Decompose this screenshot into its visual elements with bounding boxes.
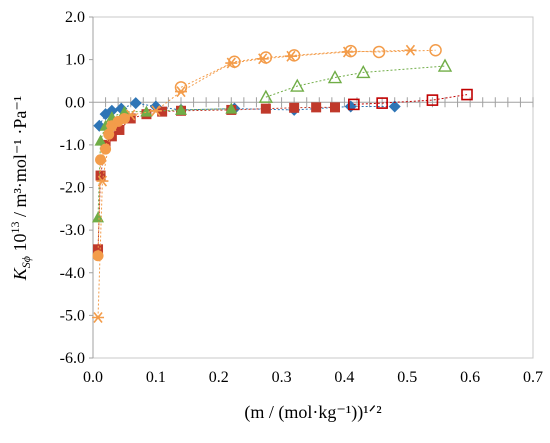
series-layer	[92, 43, 473, 324]
data-point	[285, 50, 297, 62]
plot-area-frame	[92, 16, 534, 359]
series-trendline	[97, 49, 411, 318]
x-axis-label: (m / (mol·kg⁻¹))¹ᐟ²	[244, 402, 381, 423]
data-point	[92, 211, 105, 223]
data-point	[426, 94, 439, 106]
y-tick-label: -6.0	[60, 350, 85, 367]
y-tick-label: -4.0	[60, 265, 85, 282]
data-point	[429, 43, 442, 57]
series-trendline	[97, 106, 335, 250]
data-point	[260, 103, 271, 114]
data-point	[376, 97, 388, 109]
data-point	[404, 44, 417, 56]
y-tick-label: 0.0	[65, 94, 85, 111]
data-point	[124, 109, 137, 121]
data-point	[175, 103, 187, 115]
data-point	[388, 100, 401, 113]
series-trendline	[97, 108, 232, 218]
y-tick-label: -3.0	[60, 222, 85, 239]
data-point	[327, 70, 343, 84]
series-square-open	[348, 88, 473, 111]
series-trendline	[180, 49, 436, 88]
data-point	[348, 98, 360, 111]
data-point	[95, 154, 107, 166]
series-trendline	[265, 65, 446, 98]
data-point	[96, 175, 109, 187]
data-point	[93, 244, 104, 255]
x-tick-label: 0.7	[523, 369, 543, 386]
series-circle-open	[174, 43, 442, 94]
data-point	[92, 312, 105, 324]
data-point	[105, 104, 118, 117]
y-tick-label: -2.0	[60, 180, 85, 197]
series-trendline	[353, 94, 468, 105]
data-point	[175, 86, 187, 98]
data-point	[149, 105, 162, 117]
series-asterisk	[92, 44, 417, 324]
data-point	[92, 250, 104, 262]
data-point	[258, 89, 274, 103]
y-tick-label: -1.0	[60, 137, 85, 154]
data-point	[289, 102, 300, 113]
data-point	[461, 88, 473, 101]
y-axis-label-exp: 13	[8, 221, 22, 233]
data-point	[140, 105, 153, 117]
data-point	[311, 102, 322, 113]
x-tick-label: 0.5	[397, 369, 417, 386]
series-square-filled	[93, 102, 340, 255]
data-point	[256, 53, 269, 65]
data-point	[93, 119, 106, 132]
y-tick-label: -5.0	[60, 307, 85, 324]
series-triangle-open	[258, 58, 453, 103]
data-point	[330, 102, 340, 113]
axes: -6.0 -5.0 -4.0 -3.0 -2.0 -1.0 0.0 1.0 2.0 0.0 0.1 0…	[60, 9, 543, 386]
data-point	[372, 45, 386, 59]
series-circle-filled	[92, 112, 130, 262]
y-tick-label: 2.0	[65, 9, 85, 26]
x-tick-label: 0.0	[83, 369, 103, 386]
data-point	[225, 57, 238, 69]
x-tick-label: 0.6	[460, 369, 480, 386]
y-axis-label: KSϕ 1013 / m³·mol⁻¹ ·Pa⁻¹	[8, 96, 33, 281]
x-tick-label: 0.3	[272, 369, 292, 386]
x-tick-label: 0.4	[334, 369, 354, 386]
data-point	[129, 97, 142, 110]
x-tick-label: 0.1	[146, 369, 166, 386]
data-point	[437, 58, 453, 72]
y-tick-label: 1.0	[65, 52, 85, 69]
data-point	[94, 134, 107, 146]
data-point	[290, 78, 305, 92]
x-tick-label: 0.2	[209, 369, 229, 386]
data-point	[100, 143, 112, 155]
data-point	[225, 102, 238, 114]
data-point	[341, 46, 354, 58]
data-point	[114, 124, 125, 135]
data-point	[125, 113, 136, 124]
data-point	[103, 128, 115, 140]
y-axis-label-mid: 10	[10, 233, 30, 256]
y-axis-label-sub: Sϕ	[19, 256, 33, 268]
y-axis-label-units: / m³·mol⁻¹ ·Pa⁻¹	[10, 96, 30, 222]
y-axis-label-k: K	[10, 267, 30, 281]
data-point	[356, 64, 371, 79]
data-point	[157, 106, 168, 117]
data-point	[105, 120, 118, 132]
